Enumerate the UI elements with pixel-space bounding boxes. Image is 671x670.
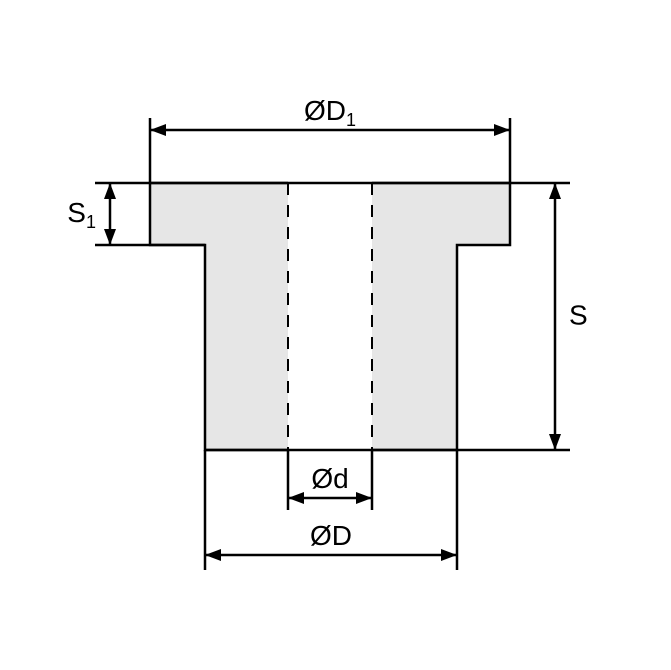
dim-D1-label: ØD1 xyxy=(304,95,356,130)
bushing-section-left xyxy=(150,183,288,450)
dim-d-label: Ød xyxy=(311,463,348,494)
dim-D-label: ØD xyxy=(310,520,352,551)
dim-S1-label: S1 xyxy=(67,197,96,232)
bushing-section-right xyxy=(372,183,510,450)
dim-S-label: S xyxy=(569,300,588,331)
